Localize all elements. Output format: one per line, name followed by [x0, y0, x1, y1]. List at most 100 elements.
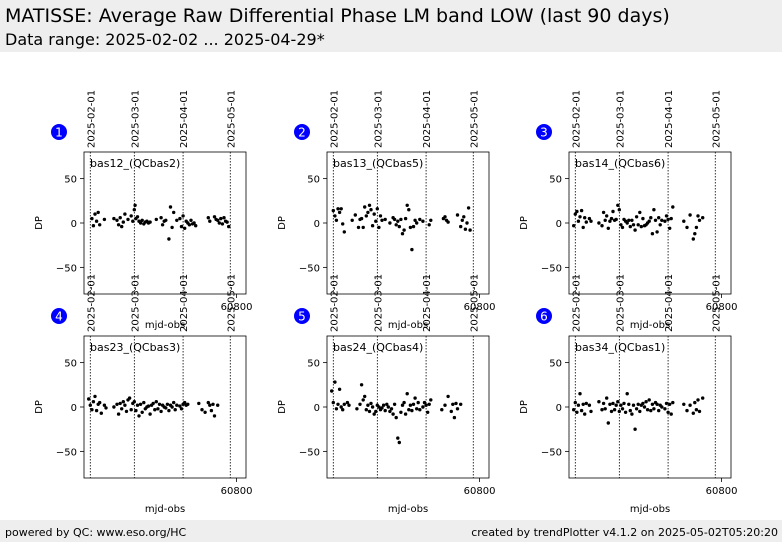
x-tick-label: 60800	[706, 486, 738, 497]
data-point	[660, 405, 664, 409]
data-point	[619, 223, 623, 227]
data-point	[697, 218, 702, 222]
data-point	[358, 402, 362, 406]
data-point	[216, 403, 220, 407]
data-point	[403, 412, 408, 416]
data-point	[366, 210, 370, 215]
data-point	[397, 224, 401, 229]
data-point	[633, 427, 637, 431]
data-point	[359, 383, 364, 387]
data-point	[418, 408, 422, 412]
data-point	[685, 225, 689, 230]
data-point	[452, 415, 457, 420]
chart-panel-1: 1 2025-02-01 2025-03-01 2025-04-01 2025-05-0…	[34, 90, 252, 331]
data-point	[641, 216, 645, 221]
data-point	[175, 403, 179, 407]
data-point	[380, 218, 384, 222]
x-axis-label: mjd-obs	[388, 320, 428, 331]
data-point	[120, 224, 124, 229]
data-point	[655, 402, 659, 406]
data-point	[650, 232, 655, 236]
data-point	[220, 222, 225, 226]
data-point	[159, 216, 163, 220]
data-point	[342, 230, 346, 234]
data-point	[606, 226, 610, 230]
data-point	[605, 214, 609, 218]
data-point	[123, 212, 127, 216]
data-point	[601, 401, 606, 406]
data-point	[353, 213, 357, 217]
data-point	[219, 216, 223, 221]
data-point	[636, 223, 640, 227]
data-point	[115, 402, 119, 406]
data-point	[400, 403, 405, 407]
chart-panel-4: 4 2025-02-01 2025-03-01 2025-04-01 2025-05-0…	[34, 274, 252, 515]
data-point	[142, 400, 146, 405]
data-point	[446, 220, 450, 224]
data-point	[392, 402, 397, 406]
data-point	[630, 412, 634, 416]
data-point	[394, 415, 398, 420]
data-point	[361, 398, 365, 402]
x-axis-label: mjd-obs	[145, 320, 185, 331]
data-point	[87, 397, 91, 401]
data-point	[170, 405, 174, 409]
data-point	[179, 224, 184, 229]
data-point	[216, 218, 220, 222]
panel-annotation: bas13_(QCbas5)	[333, 157, 423, 170]
data-point	[112, 216, 116, 221]
data-point	[206, 400, 210, 405]
date-label: 2025-02-01	[571, 90, 582, 148]
data-point	[608, 402, 612, 406]
data-point	[94, 219, 99, 223]
data-point	[600, 408, 604, 412]
data-point	[212, 215, 217, 219]
data-point	[603, 218, 607, 222]
data-point	[451, 402, 455, 406]
data-point	[129, 214, 133, 218]
data-point	[342, 402, 346, 406]
data-point	[459, 224, 463, 229]
data-point	[600, 224, 604, 228]
data-point	[392, 217, 397, 222]
data-point	[363, 205, 367, 209]
plot-frame	[568, 151, 732, 295]
data-point	[361, 225, 365, 230]
data-point	[628, 408, 632, 413]
data-point	[377, 225, 381, 230]
y-tick-label: −50	[56, 263, 77, 274]
y-tick-label: 0	[71, 219, 77, 230]
data-point	[597, 221, 601, 225]
data-point	[178, 404, 182, 408]
data-point	[597, 400, 601, 404]
data-point	[370, 224, 375, 228]
date-label: 2025-03-01	[373, 90, 384, 148]
data-point	[427, 402, 431, 406]
data-point	[402, 400, 406, 405]
panel-annotation: bas34_(QCbas1)	[575, 341, 665, 354]
data-point	[627, 218, 631, 222]
data-point	[413, 218, 417, 222]
data-point	[668, 402, 672, 406]
data-point	[405, 203, 409, 207]
data-point	[181, 214, 185, 218]
data-point	[573, 400, 577, 405]
data-point	[576, 219, 581, 223]
data-point	[396, 436, 400, 440]
data-point	[418, 217, 422, 222]
data-point	[341, 408, 345, 412]
data-point	[601, 210, 606, 215]
data-point	[688, 403, 692, 407]
data-point	[385, 402, 389, 406]
data-point	[612, 408, 617, 412]
data-point	[625, 392, 629, 396]
date-label: 2025-02-01	[329, 274, 340, 332]
data-point	[584, 220, 588, 224]
data-point	[90, 216, 94, 221]
data-point	[429, 398, 433, 402]
data-point	[123, 403, 127, 407]
data-point	[573, 212, 577, 216]
data-point	[363, 394, 367, 399]
panel-annotation: bas12_(QCbas2)	[90, 157, 180, 170]
data-point	[160, 223, 165, 227]
